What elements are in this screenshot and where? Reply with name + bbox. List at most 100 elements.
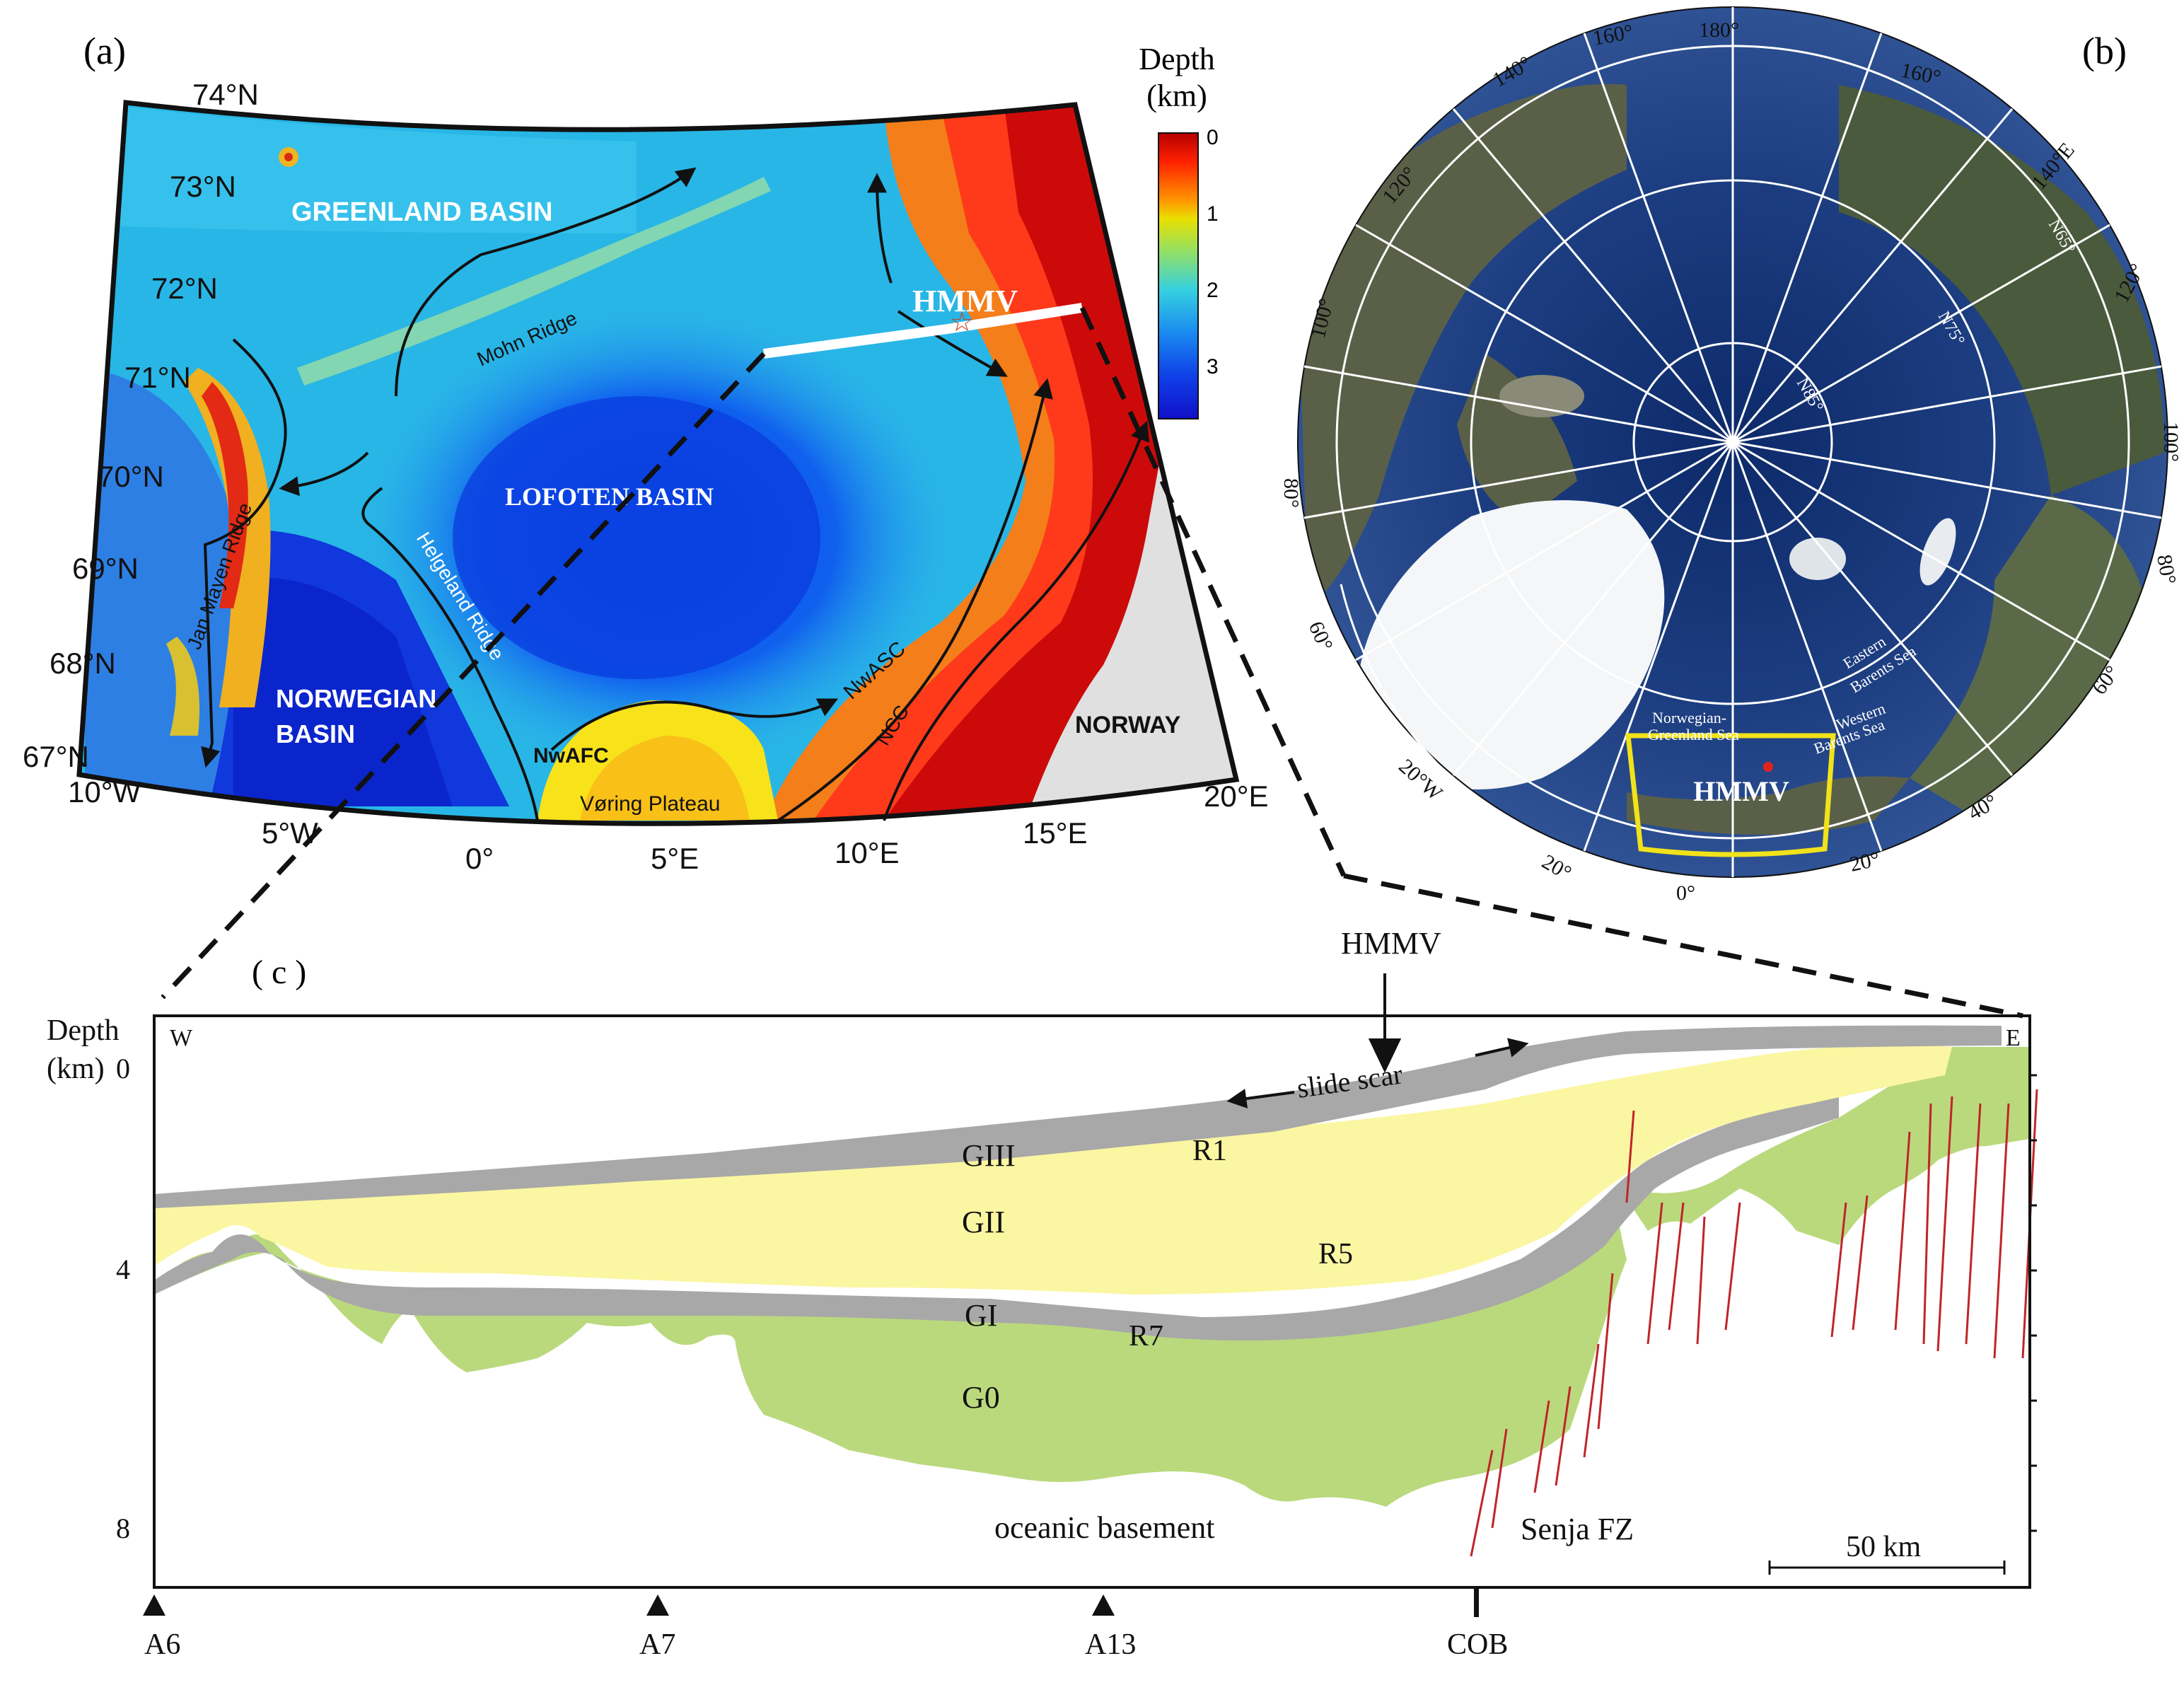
oceanic-basement-label: oceanic basement	[994, 1510, 1215, 1545]
mohn-ridge-shape	[297, 177, 771, 386]
lon-label: 20°E	[1204, 780, 1269, 813]
lat-label: 73°N	[170, 170, 236, 203]
lon-label: 5°E	[651, 842, 699, 875]
anomaly-markers	[143, 1589, 1479, 1617]
anomaly-label: A7	[639, 1628, 675, 1661]
unit-g0-label: G0	[962, 1380, 1000, 1415]
depth-colorbar: Depth (km) 0 1 2 3	[1139, 42, 1219, 419]
lon-label: 0°	[465, 842, 494, 875]
colorbar-unit: (km)	[1146, 79, 1207, 113]
anomaly-triangle-icon	[646, 1594, 669, 1616]
sea-label: Norwegian-	[1652, 709, 1726, 726]
lat-label: 67°N	[23, 740, 89, 773]
voring-plateau-label: Vøring Plateau	[580, 792, 720, 816]
panel-b-label: (b)	[2082, 30, 2127, 72]
greenland-basin-label: GREENLAND BASIN	[291, 197, 552, 227]
norwegian-basin-label: NORWEGIAN	[276, 684, 436, 713]
colorbar-title: Depth	[1139, 42, 1215, 76]
section-frame	[153, 1014, 2031, 1589]
unit-g0	[154, 1047, 2030, 1507]
hmmv-location-icon	[1763, 762, 1773, 772]
y-tick: 0	[116, 1053, 130, 1084]
anomaly-label: A6	[144, 1628, 180, 1661]
colorbar-tick: 0	[1207, 126, 1219, 149]
unit-giii-label: GIII	[962, 1138, 1016, 1173]
globe-lon-label: 80°	[2152, 552, 2180, 586]
nwafc-label: NwAFC	[533, 744, 609, 768]
norway-label: NORWAY	[1075, 712, 1181, 739]
lon-labels: 10°W 5°W 0° 5°E 10°E 15°E 20°E	[68, 775, 1269, 875]
y-tick: 8	[116, 1512, 130, 1544]
lon-label: 5°W	[262, 816, 318, 850]
hmmv-arrow-icon	[1368, 1038, 1402, 1073]
scandinavia-land	[1627, 776, 1910, 835]
anomaly-triangle-icon	[143, 1594, 165, 1616]
graticule	[1297, 6, 2168, 878]
unit-gii	[154, 1044, 1952, 1295]
reflector-r1-label: R1	[1192, 1135, 1227, 1167]
colorbar-tick: 2	[1207, 279, 1219, 302]
polar-globe: HMMV	[1297, 6, 2168, 878]
unit-gii-label: GII	[962, 1205, 1005, 1239]
lon-label: 10°E	[835, 836, 900, 869]
unit-giii	[154, 1025, 2002, 1208]
colorbar-tick: 1	[1207, 202, 1219, 226]
hmmv-section-label: HMMV	[1341, 926, 1441, 961]
lat-label: 74°N	[192, 78, 259, 111]
norwegian-basin-label: BASIN	[276, 719, 355, 748]
anomaly-label: A13	[1085, 1628, 1136, 1661]
lon-label: 10°W	[68, 775, 141, 809]
globe-lon-label: 80°	[1279, 478, 1303, 508]
sea-label: Greenland Sea	[1648, 726, 1739, 743]
canada-land	[1298, 83, 1627, 608]
lat-label: 68°N	[50, 647, 116, 680]
lofoten-basin-label: LOFOTEN BASIN	[505, 482, 714, 511]
y-axis-unit: (km)	[47, 1053, 105, 1085]
colorbar-bar	[1158, 132, 1199, 419]
panel-c-label: ( c )	[252, 954, 306, 991]
lat-label: 70°N	[98, 460, 164, 493]
current-arrows	[201, 167, 1150, 822]
y-axis-title: Depth	[47, 1014, 120, 1047]
profile-line	[763, 303, 1084, 359]
cross-section	[153, 1014, 2038, 1589]
y-tick: 4	[116, 1253, 130, 1285]
faults	[1470, 1089, 2038, 1557]
west-label: W	[170, 1025, 193, 1051]
anomaly-label: COB	[1447, 1628, 1508, 1661]
section-labels: Depth (km) 0 4 8 W E HMMV slide scar GII…	[47, 926, 2021, 1661]
colorbar-tick: 3	[1207, 355, 1219, 378]
lon-label: 15°E	[1023, 816, 1088, 850]
map-frame	[76, 100, 1240, 826]
reflector-r5-label: R5	[1318, 1238, 1353, 1270]
cob-marker	[1474, 1589, 1479, 1617]
lat-label: 71°N	[124, 361, 191, 394]
hmmv-map-label: HMMV	[912, 284, 1018, 318]
globe-lon-label: 20°	[1538, 850, 1576, 885]
senja-fz-label: Senja FZ	[1521, 1512, 1634, 1546]
study-area-box	[1625, 733, 1836, 857]
connector-lines	[161, 306, 2023, 1019]
map-labels: GREENLAND BASIN LOFOTEN BASIN NORWEGIAN …	[276, 197, 1181, 768]
globe-lon-label: 180°	[1699, 18, 1739, 42]
russia-land	[1839, 85, 2164, 495]
panel-a-label: (a)	[83, 30, 126, 72]
scale-bar	[1768, 1560, 2006, 1575]
section-arrows	[1226, 973, 1529, 1108]
globe-lon-label: 100°	[2159, 422, 2183, 462]
east-label: E	[2006, 1025, 2021, 1051]
lat-label: 69°N	[72, 552, 139, 585]
bathymetry-map	[79, 103, 1236, 824]
globe-lon-label: 0°	[1676, 881, 1695, 905]
hmmv-star-icon: ☆	[950, 308, 974, 337]
unit-gi-label: GI	[965, 1298, 997, 1333]
hmmv-globe-label: HMMV	[1693, 775, 1789, 807]
scale-bar-label: 50 km	[1846, 1531, 1922, 1563]
globe-lon-label: 60°	[1304, 618, 1337, 654]
reflector-r7-label: R7	[1129, 1320, 1163, 1353]
lat-labels: 74°N 73°N 72°N 71°N 70°N 69°N 68°N 67°N	[23, 78, 259, 773]
anomaly-triangle-icon	[1092, 1594, 1115, 1616]
greenland-ice	[1358, 500, 1665, 789]
lat-label: 72°N	[151, 272, 218, 305]
